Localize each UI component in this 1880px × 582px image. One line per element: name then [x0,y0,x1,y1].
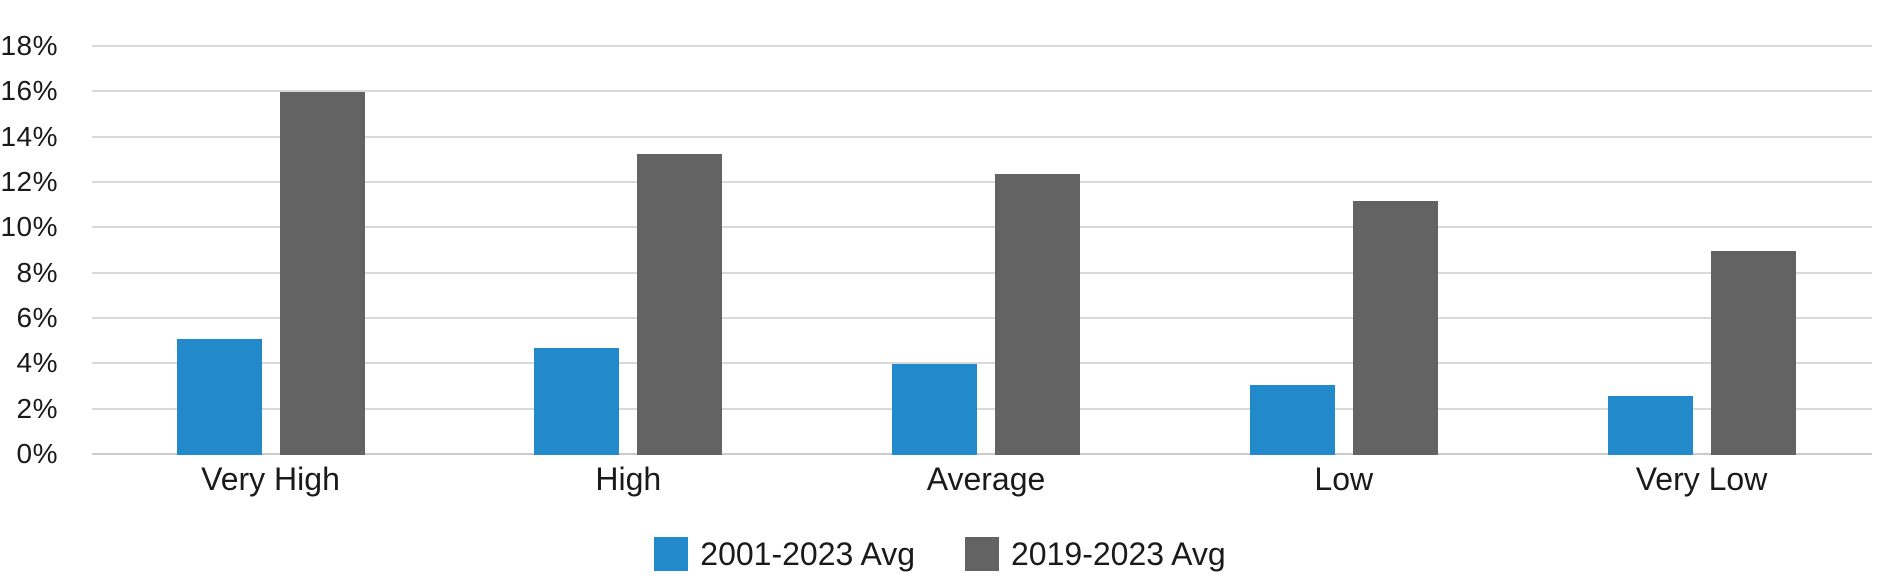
category-label: Average [926,461,1046,497]
y-tick-label: 0% [16,438,58,469]
category-label: High [595,461,662,497]
legend-swatch-icon [965,537,999,571]
gridline [92,271,1872,274]
gridline [92,226,1872,229]
bar-2019-2023-avg [279,92,365,455]
y-tick-label: 6% [16,302,58,333]
gridline [92,90,1872,93]
legend-swatch-icon [654,537,689,571]
y-tick-label: 18% [0,30,58,61]
x-axis-line [92,453,1872,455]
bar-2001-2023-avg [176,339,262,455]
y-tick-label: 8% [16,256,58,288]
y-tick-label: 2% [16,392,58,424]
gridline [92,45,1872,47]
bar-2019-2023-avg [995,173,1080,455]
y-tick-label: 14% [0,120,58,152]
gridline [92,317,1872,319]
bar-2001-2023-avg [892,364,977,455]
y-tick-label: 16% [0,75,58,107]
y-tick-label: 12% [0,166,58,197]
y-tick-label: 4% [16,347,58,379]
bar-2019-2023-avg [1710,251,1796,455]
gridline [92,362,1872,365]
y-tick-label: 10% [0,211,58,243]
bar-2019-2023-avg [637,153,723,455]
legend-item: 2001-2023 Avg [654,535,915,573]
legend-label: 2001-2023 Avg [700,536,915,572]
bar-2001-2023-avg [1249,384,1335,455]
gridline [92,181,1872,183]
gridline [92,407,1872,410]
legend: 2001-2023 Avg 2019-2023 Avg [0,532,1880,576]
gridline [92,135,1872,138]
category-label: Very Low [1635,461,1768,497]
category-label: Low [1314,461,1374,497]
bar-2019-2023-avg [1352,201,1438,455]
legend-item: 2019-2023 Avg [965,535,1226,573]
category-label: Very High [201,461,340,497]
bar-2001-2023-avg [1607,396,1693,455]
bar-2001-2023-avg [534,348,620,455]
legend-label: 2019-2023 Avg [1011,536,1226,572]
